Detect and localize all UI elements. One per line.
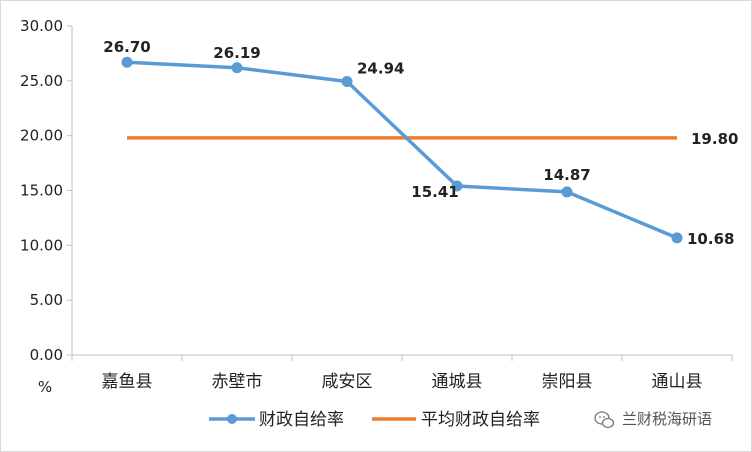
x-tick-label: 嘉鱼县: [102, 372, 153, 392]
data-labels: 26.70 26.19 24.94 15.41 14.87 10.68 19.80: [103, 38, 738, 248]
watermark-text: 兰财税海研语: [622, 410, 712, 428]
data-point: [561, 186, 573, 198]
data-point: [121, 56, 133, 68]
y-axis-unit-label: %: [38, 378, 52, 396]
watermark: 兰财税海研语: [594, 410, 712, 429]
legend-label-series-2: 平均财政自给率: [421, 410, 540, 430]
y-tick-label: 25.00: [20, 72, 63, 90]
data-point: [341, 75, 353, 87]
legend: 财政自给率 平均财政自给率: [209, 410, 540, 430]
data-point: [231, 62, 243, 74]
x-axis: 嘉鱼县 赤壁市 咸安区 通城县 崇阳县 通山县: [71, 354, 733, 392]
y-axis: 0.00 5.00 10.00 15.00 20.00 25.00 30.00: [20, 17, 73, 364]
y-tick-label: 0.00: [30, 346, 63, 364]
x-tick-label: 通山县: [652, 372, 703, 392]
y-tick-label: 30.00: [20, 17, 63, 35]
y-tick-label: 15.00: [20, 182, 63, 200]
x-tick-label: 崇阳县: [542, 372, 593, 392]
data-label: 10.68: [687, 230, 734, 248]
y-tick-label: 5.00: [30, 291, 63, 309]
x-tick-label: 通城县: [432, 372, 483, 392]
y-tick-label: 20.00: [20, 127, 63, 145]
y-tick-label: 10.00: [20, 236, 63, 254]
data-label: 15.41: [411, 183, 458, 201]
series-layer: [121, 56, 683, 244]
x-tick-label: 赤壁市: [212, 372, 263, 392]
x-tick-label: 咸安区: [322, 372, 373, 392]
legend-label-series-1: 财政自给率: [259, 410, 344, 430]
data-label: 26.70: [103, 38, 150, 56]
data-label: 14.87: [543, 166, 590, 184]
average-data-label: 19.80: [691, 130, 738, 148]
data-point: [671, 232, 683, 244]
series-line-fiscal-self-sufficiency: [126, 60, 678, 240]
data-label: 26.19: [213, 44, 260, 62]
legend-marker-series-1: [227, 414, 237, 424]
wechat-icon: [594, 411, 615, 429]
data-point: [451, 180, 463, 192]
data-label: 24.94: [357, 59, 404, 77]
